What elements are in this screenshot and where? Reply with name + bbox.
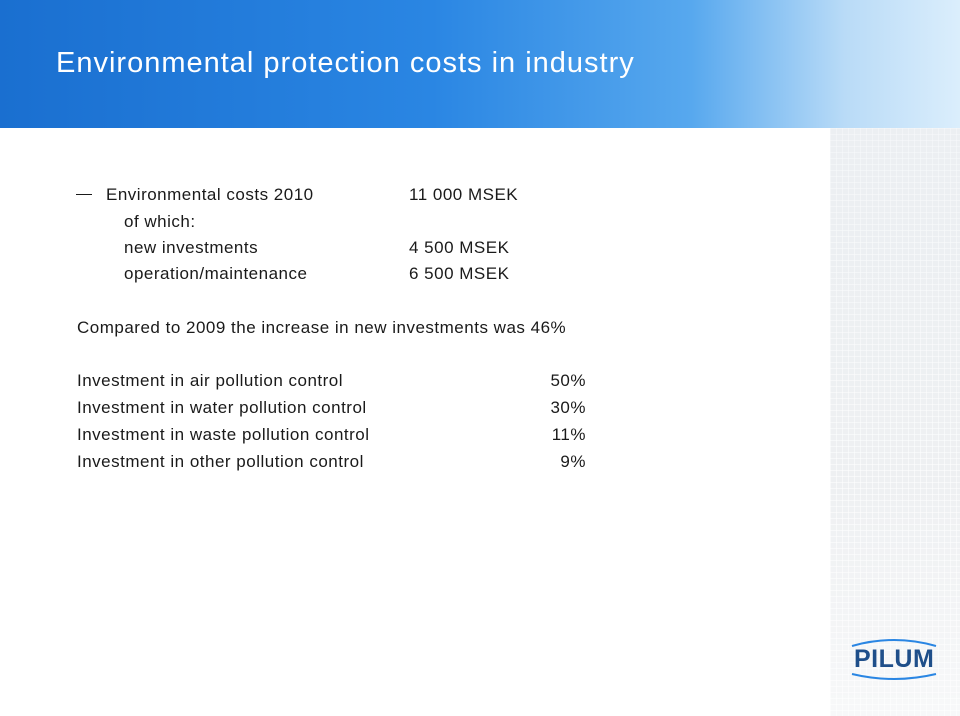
logo-text: PILUM [854,645,935,673]
investment-row-label: Investment in water pollution control [77,398,367,417]
side-panel-fade [830,128,960,716]
slide-title: Environmental protection costs in indust… [56,47,635,79]
comparison-statement: Compared to 2009 the increase in new inv… [77,318,567,337]
investment-row-label: Investment in other pollution control [77,452,364,471]
of-which-label: of which: [124,212,196,231]
new-investments-label: new investments [124,238,259,257]
total-costs-value: 11 000 MSEK [409,185,519,204]
pilum-logo: PILUM [848,638,940,680]
investment-row-label: Investment in waste pollution control [77,425,370,444]
investment-row-value: 11% [551,425,586,444]
investment-row-value: 50% [550,371,586,390]
new-investments-value: 4 500 MSEK [409,238,510,257]
investment-row-value: 30% [550,398,586,417]
logo-swoosh-icon [851,639,937,680]
bullet-dash [76,194,92,195]
operation-maintenance-value: 6 500 MSEK [409,264,510,283]
investment-row-label: Investment in air pollution control [77,371,344,390]
decorative-side-panel [830,128,960,716]
header-band [0,0,960,128]
investment-row-value: 9% [560,452,586,471]
total-costs-label: Environmental costs 2010 [106,185,314,204]
operation-maintenance-label: operation/maintenance [124,264,308,283]
